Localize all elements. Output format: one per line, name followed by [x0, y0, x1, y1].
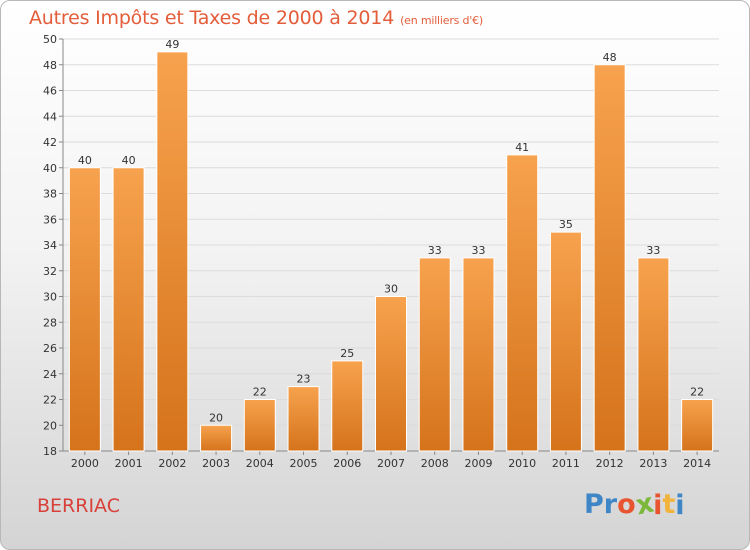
y-tick-label: 30: [43, 291, 57, 304]
x-tick-label: 2001: [115, 457, 143, 470]
logo-letter: r: [603, 489, 618, 520]
bar-2011: [549, 231, 582, 452]
y-tick-label: 38: [43, 188, 57, 201]
x-tick-label: 2013: [639, 457, 667, 470]
bars: [68, 51, 714, 452]
value-label: 49: [165, 38, 179, 51]
x-tick-label: 2004: [246, 457, 274, 470]
value-label: 20: [209, 411, 223, 424]
bar-2001: [112, 167, 145, 452]
y-tick-label: 26: [43, 342, 57, 355]
x-tick-label: 2000: [71, 457, 99, 470]
bar-2013: [637, 257, 670, 452]
y-tick-label: 32: [43, 265, 57, 278]
x-tick-label: 2007: [377, 457, 405, 470]
logo-letter: t: [662, 489, 676, 520]
bar-2000: [68, 167, 101, 452]
commune-name: BERRIAC: [37, 495, 120, 517]
y-tick-label: 18: [43, 445, 57, 458]
x-tick-label: 2010: [508, 457, 536, 470]
value-label: 33: [471, 244, 485, 257]
value-label: 33: [428, 244, 442, 257]
bar-2008: [418, 257, 451, 452]
logo-letter: i: [653, 490, 663, 521]
x-tick-label: 2006: [333, 457, 361, 470]
y-tick-label: 24: [43, 368, 57, 381]
y-tick-label: 34: [43, 239, 57, 252]
bar-2003: [200, 424, 233, 452]
value-label: 40: [78, 154, 92, 167]
value-label: 41: [515, 141, 529, 154]
x-tick-label: 2011: [552, 457, 580, 470]
value-label: 23: [297, 373, 311, 386]
value-label: 35: [559, 218, 573, 231]
proxiti-logo[interactable]: Proxiti: [584, 488, 685, 522]
x-tick-label: 2009: [464, 457, 492, 470]
bar-2002: [156, 51, 189, 452]
y-tick-label: 42: [43, 136, 57, 149]
x-tick-label: 2003: [202, 457, 230, 470]
logo-letter: i: [675, 490, 685, 521]
x-tick-label: 2012: [596, 457, 624, 470]
y-tick-label: 48: [43, 59, 57, 72]
y-tick-label: 28: [43, 316, 57, 329]
logo-letter: o: [617, 489, 636, 520]
y-tick-label: 22: [43, 394, 57, 407]
y-tick-label: 50: [43, 33, 57, 46]
value-label: 22: [690, 386, 704, 399]
value-label: 22: [253, 386, 267, 399]
value-label: 40: [122, 154, 136, 167]
y-tick-label: 20: [43, 419, 57, 432]
value-label: 33: [646, 244, 660, 257]
logo-letter: P: [584, 489, 604, 520]
labels: 40 2000 40 2001 49 2002 20 2003 22 2004 23 2005 25 20…: [71, 38, 711, 470]
x-tick-label: 2005: [290, 457, 318, 470]
y-tick-label: 46: [43, 85, 57, 98]
x-tick-label: 2002: [158, 457, 186, 470]
bar-2005: [287, 386, 320, 452]
bar-2007: [375, 296, 407, 452]
x-tick-label: 2008: [421, 457, 449, 470]
bar-2004: [243, 399, 276, 452]
x-tick-label: 2014: [683, 457, 711, 470]
chart-subtitle: (en milliers d'€): [400, 14, 483, 27]
bar-2012: [593, 64, 626, 452]
value-label: 25: [340, 347, 354, 360]
chart-title: Autres Impôts et Taxes de 2000 à 2014 (en…: [29, 7, 483, 29]
bar-2014: [681, 399, 714, 452]
bar-2010: [506, 154, 539, 452]
y-tick-label: 44: [43, 110, 57, 123]
bar-2009: [462, 257, 495, 452]
bar-2006: [331, 360, 364, 452]
chart-title-text: Autres Impôts et Taxes de 2000 à 2014: [29, 7, 395, 29]
value-label: 30: [384, 283, 398, 296]
y-tick-label: 40: [43, 162, 57, 175]
y-tick-label: 36: [43, 213, 57, 226]
value-label: 48: [603, 51, 617, 64]
